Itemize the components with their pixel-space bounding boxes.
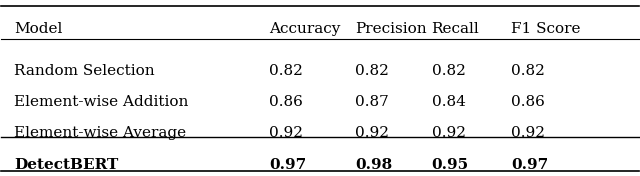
Text: 0.82: 0.82 (511, 64, 545, 78)
Text: 0.92: 0.92 (269, 125, 303, 140)
Text: 0.92: 0.92 (355, 125, 389, 140)
Text: 0.87: 0.87 (355, 95, 388, 109)
Text: 0.95: 0.95 (431, 158, 468, 172)
Text: Recall: Recall (431, 22, 479, 36)
Text: 0.86: 0.86 (511, 95, 545, 109)
Text: Precision: Precision (355, 22, 427, 36)
Text: 0.92: 0.92 (511, 125, 545, 140)
Text: 0.82: 0.82 (355, 64, 389, 78)
Text: DetectBERT: DetectBERT (14, 158, 118, 172)
Text: 0.84: 0.84 (431, 95, 465, 109)
Text: Accuracy: Accuracy (269, 22, 340, 36)
Text: 0.82: 0.82 (269, 64, 303, 78)
Text: Random Selection: Random Selection (14, 64, 155, 78)
Text: Element-wise Average: Element-wise Average (14, 125, 186, 140)
Text: 0.97: 0.97 (511, 158, 548, 172)
Text: 0.82: 0.82 (431, 64, 465, 78)
Text: F1 Score: F1 Score (511, 22, 580, 36)
Text: 0.86: 0.86 (269, 95, 303, 109)
Text: 0.92: 0.92 (431, 125, 465, 140)
Text: Model: Model (14, 22, 63, 36)
Text: Element-wise Addition: Element-wise Addition (14, 95, 189, 109)
Text: 0.98: 0.98 (355, 158, 392, 172)
Text: 0.97: 0.97 (269, 158, 307, 172)
